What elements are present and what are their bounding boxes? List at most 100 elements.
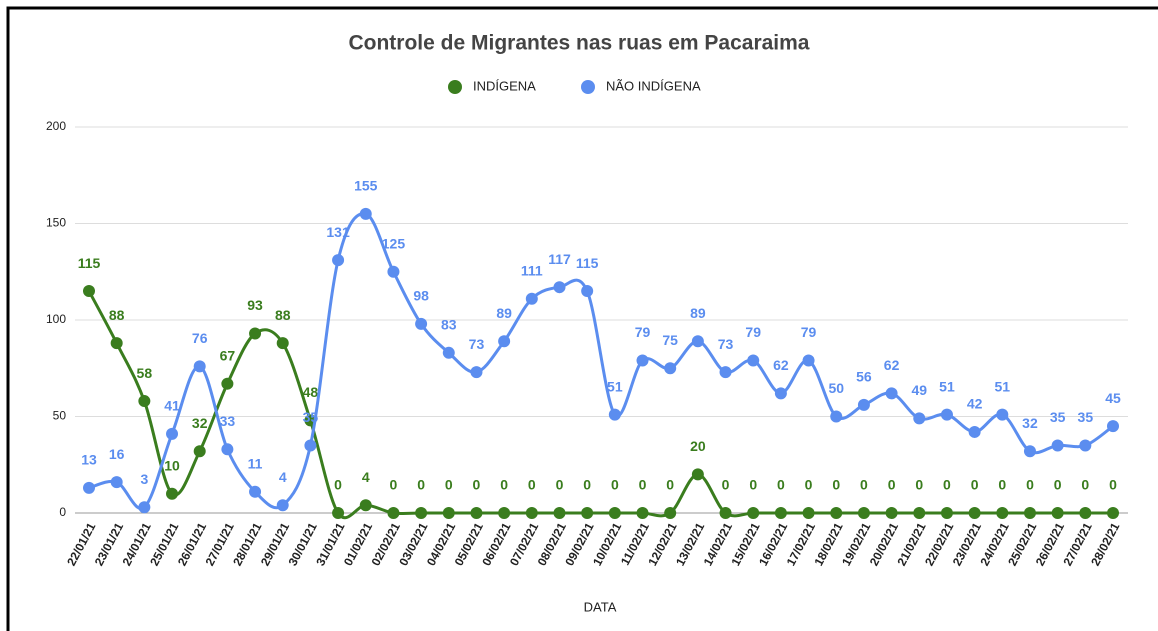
x-axis-label: DATA: [584, 599, 617, 614]
data-point: [359, 499, 372, 512]
data-point: [221, 377, 234, 390]
data-label: 0: [445, 477, 453, 493]
data-label: 155: [354, 178, 378, 194]
data-point: [608, 408, 621, 421]
data-label: 83: [441, 317, 457, 333]
data-label: 0: [888, 477, 896, 493]
data-label: 93: [247, 297, 263, 313]
data-point: [885, 387, 898, 400]
data-point: [553, 281, 566, 294]
data-point: [110, 337, 123, 350]
data-point: [332, 507, 345, 519]
data-point: [525, 507, 538, 519]
y-tick-label: 200: [46, 119, 66, 133]
data-label: 79: [635, 324, 651, 340]
data-label: 0: [611, 477, 619, 493]
y-tick-label: 50: [53, 409, 67, 423]
y-tick-label: 150: [46, 216, 66, 230]
data-point: [691, 468, 704, 481]
data-point: [470, 507, 483, 519]
data-point: [415, 507, 428, 519]
data-point: [996, 408, 1009, 421]
data-point: [249, 327, 262, 340]
data-point: [1107, 507, 1119, 519]
data-label: 0: [334, 477, 342, 493]
data-point: [885, 507, 898, 519]
data-label: 125: [382, 235, 406, 251]
data-point: [304, 439, 317, 452]
data-label: 0: [666, 477, 674, 493]
data-label: 20: [690, 438, 706, 454]
data-point: [1107, 420, 1119, 433]
legend-label: INDÍGENA: [473, 78, 536, 93]
data-label: 0: [1054, 477, 1062, 493]
data-label: 56: [856, 369, 872, 385]
data-label: 0: [998, 477, 1006, 493]
data-label: 51: [607, 378, 623, 394]
series-line: [87, 290, 1113, 520]
data-label: 62: [773, 357, 789, 373]
data-label: 88: [275, 307, 291, 323]
data-point: [857, 398, 870, 411]
data-point: [1023, 445, 1036, 458]
data-label: 58: [137, 365, 153, 381]
data-label: 111: [521, 262, 543, 278]
data-point: [747, 354, 760, 367]
data-label: 11: [248, 455, 263, 471]
data-point: [913, 507, 926, 519]
data-point: [1023, 507, 1036, 519]
data-label: 16: [109, 446, 125, 462]
data-point: [553, 507, 566, 519]
data-label: 32: [1022, 415, 1038, 431]
data-label: 0: [1026, 477, 1034, 493]
data-label: 79: [801, 324, 817, 340]
data-point: [166, 427, 179, 440]
data-point: [802, 354, 815, 367]
data-point: [498, 335, 511, 348]
data-label: 0: [971, 477, 979, 493]
data-point: [166, 487, 179, 500]
data-label: 35: [1078, 409, 1094, 425]
data-point: [608, 507, 621, 519]
data-label: 0: [390, 477, 398, 493]
data-point: [664, 507, 677, 519]
data-label: 117: [548, 251, 571, 267]
data-point: [719, 507, 732, 519]
data-point: [83, 481, 95, 494]
y-tick-label: 0: [59, 505, 66, 519]
data-label: 0: [1109, 477, 1117, 493]
data-point: [913, 412, 926, 425]
data-point: [193, 445, 206, 458]
data-point: [498, 507, 511, 519]
data-point: [138, 501, 151, 514]
data-label: 115: [78, 255, 101, 271]
frame: [6, 6, 1158, 631]
data-label: 3: [140, 471, 148, 487]
data-label: 0: [528, 477, 536, 493]
data-point: [940, 408, 953, 421]
data-point: [332, 254, 345, 267]
legend-label: NÃO INDÍGENA: [606, 78, 701, 93]
data-label: 0: [860, 477, 868, 493]
data-label: 4: [362, 469, 370, 485]
data-label: 35: [303, 409, 319, 425]
data-point: [691, 335, 704, 348]
chart-title: Controle de Migrantes nas ruas em Pacara…: [348, 32, 809, 55]
data-point: [581, 507, 594, 519]
data-label: 76: [192, 330, 208, 346]
data-point: [276, 337, 289, 350]
data-label: 0: [777, 477, 785, 493]
data-label: 0: [417, 477, 425, 493]
data-label: 51: [939, 378, 955, 394]
data-point: [996, 507, 1009, 519]
data-label: 50: [828, 380, 844, 396]
data-label: 67: [220, 347, 236, 363]
data-label: 51: [995, 378, 1011, 394]
data-label: 13: [81, 452, 97, 468]
data-point: [138, 395, 151, 408]
data-point: [968, 425, 981, 438]
data-point: [276, 499, 289, 512]
data-label: 73: [469, 336, 485, 352]
data-label: 0: [473, 477, 481, 493]
